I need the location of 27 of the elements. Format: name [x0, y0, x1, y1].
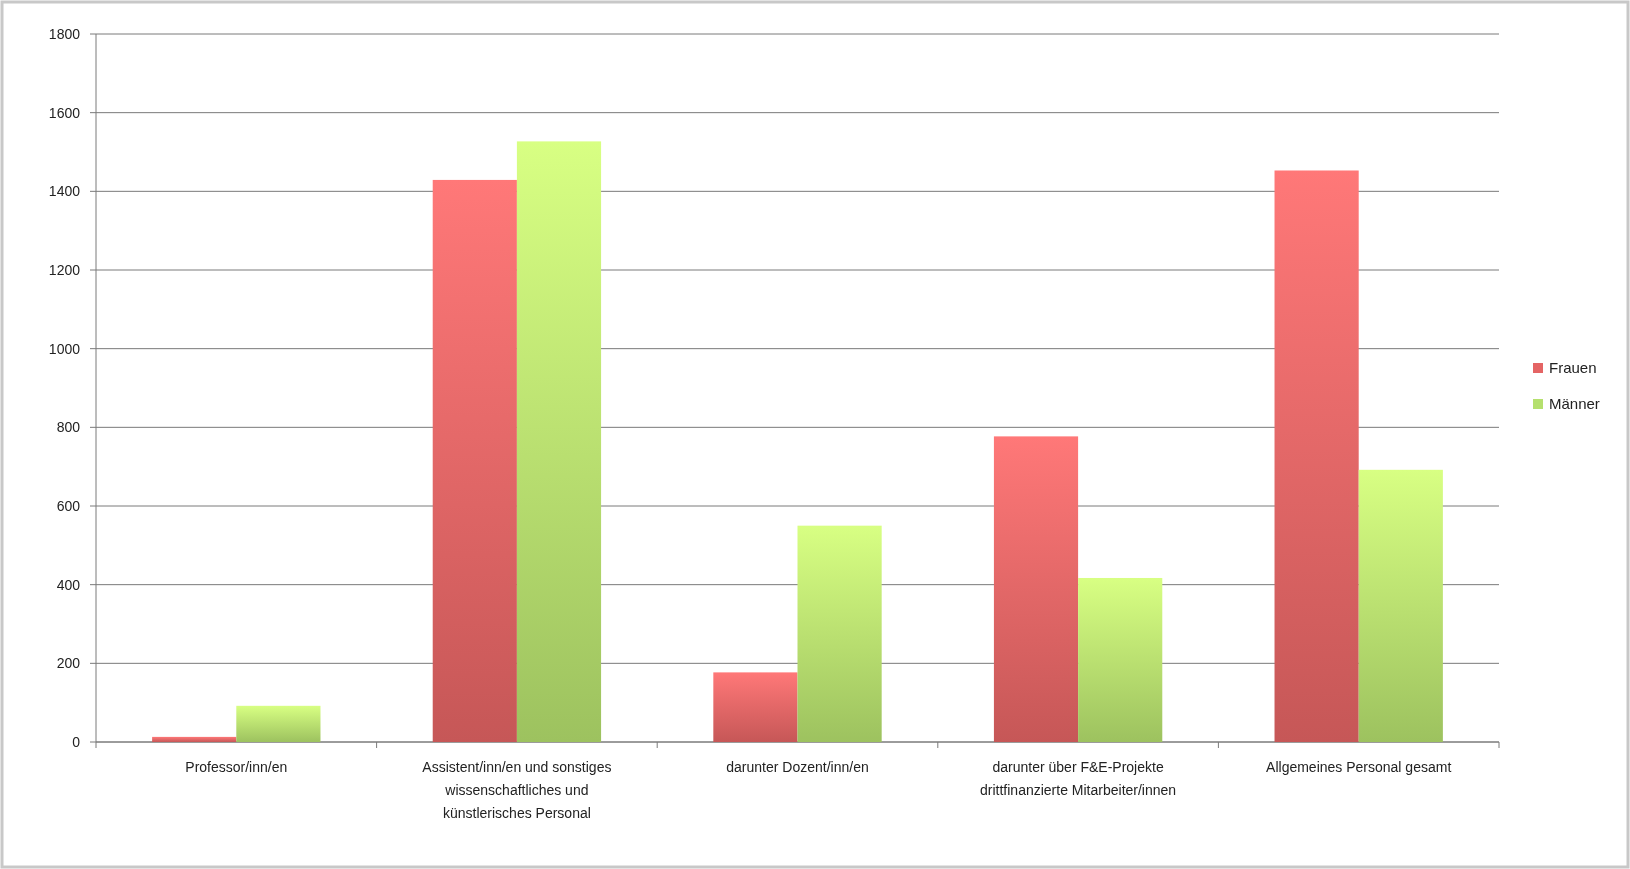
x-tick-label: Assistent/inn/en und sonstiges wissenschaftliches und künstlerisches Personal: [422, 759, 612, 821]
x-tick-label: darunter über F&E-Projekte drittfinanzierte Mitarbeiter/innen: [980, 759, 1177, 798]
y-tick-label: 0: [72, 733, 81, 750]
y-tick-label: 800: [56, 419, 81, 436]
y-tick-label: 400: [56, 576, 81, 593]
legend-label: Frauen: [1549, 359, 1597, 377]
y-tick-label: 1200: [48, 261, 81, 278]
bar: [713, 672, 798, 742]
legend-label: Männer: [1549, 395, 1600, 413]
y-tick-label: 1400: [48, 183, 81, 200]
bar: [236, 705, 321, 742]
bar: [993, 436, 1079, 742]
bar: [516, 141, 602, 742]
x-tick-label: darunter Dozent/inn/en: [726, 759, 869, 775]
y-tick-label: 600: [56, 497, 81, 514]
y-tick-label: 1600: [48, 104, 81, 121]
bar: [1274, 170, 1359, 742]
x-tick-label: Allgemeines Personal gesamt: [1266, 759, 1452, 775]
bar: [1358, 469, 1443, 742]
x-tick-label: Professor/inn/en: [185, 759, 288, 775]
y-tick-label: 1800: [48, 25, 81, 42]
bar: [432, 179, 517, 742]
y-tick-label: 200: [56, 655, 81, 672]
bar: [1078, 577, 1163, 742]
bar: [152, 736, 237, 742]
bar: [797, 525, 882, 742]
y-tick-label: 1000: [48, 340, 81, 357]
